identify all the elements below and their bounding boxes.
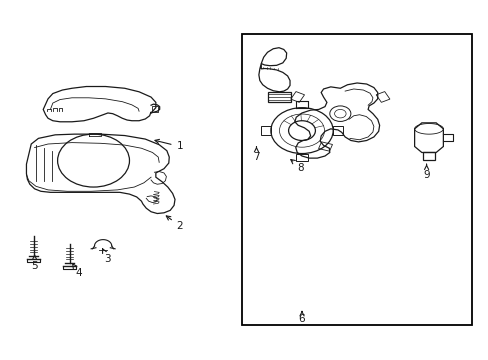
Text: 5: 5 (31, 255, 38, 271)
Text: 9: 9 (423, 164, 429, 180)
Text: 1: 1 (155, 139, 183, 152)
Text: 8: 8 (290, 159, 304, 173)
Text: 3: 3 (102, 249, 111, 264)
Bar (242, 33, 471, 325)
Text: 7: 7 (253, 147, 259, 162)
Text: 6: 6 (298, 311, 305, 324)
Text: 2: 2 (166, 216, 183, 231)
Text: 4: 4 (72, 264, 82, 279)
